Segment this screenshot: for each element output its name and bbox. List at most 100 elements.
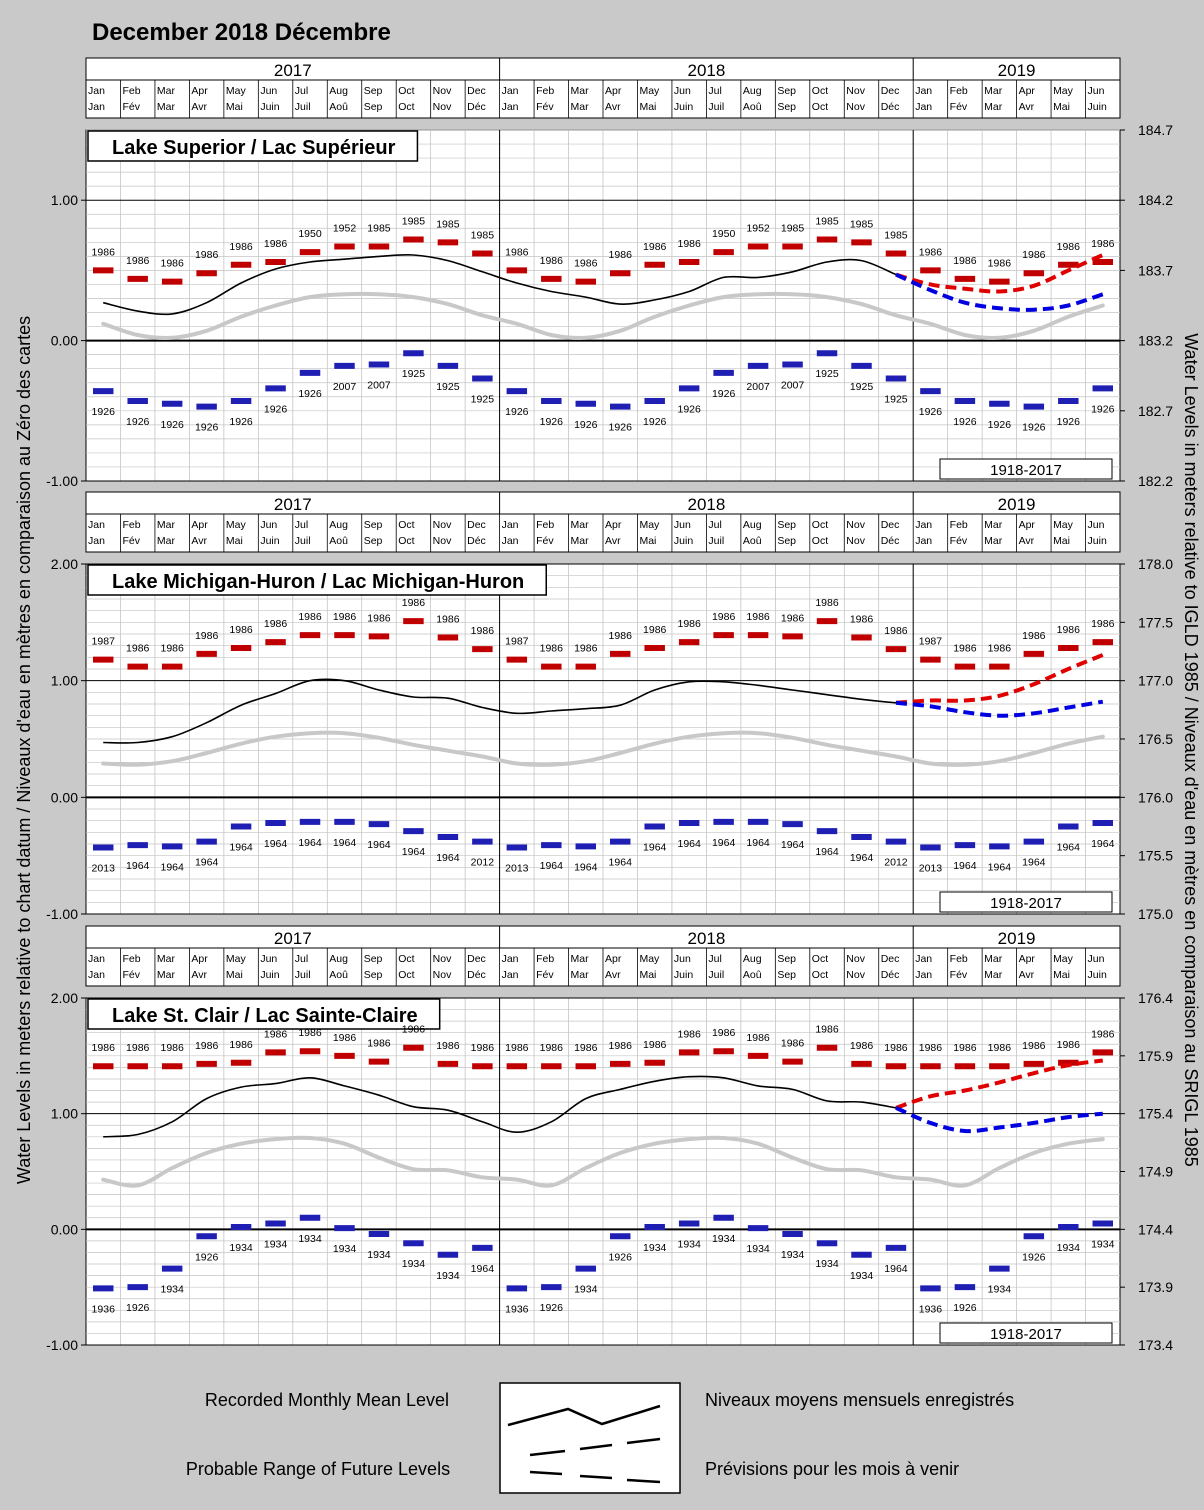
right-tick-label: 183.7 bbox=[1138, 262, 1173, 278]
month-label-fr: Mai bbox=[226, 969, 243, 981]
min-year-label: 1926 bbox=[609, 422, 633, 434]
lake-title: Lake St. Clair / Lac Sainte-Claire bbox=[112, 1005, 418, 1027]
min-year-label: 1926 bbox=[92, 406, 116, 418]
min-year-label: 1926 bbox=[264, 403, 288, 415]
month-label-en: Apr bbox=[191, 85, 208, 97]
max-year-label: 1985 bbox=[781, 223, 805, 235]
max-year-label: 1986 bbox=[540, 1042, 564, 1054]
legend-dash-2 bbox=[579, 1443, 613, 1451]
max-year-label: 1985 bbox=[884, 230, 908, 242]
month-label-fr: Fév bbox=[536, 101, 554, 113]
forecast-low-line bbox=[895, 699, 1104, 718]
month-label-fr: Déc bbox=[881, 969, 900, 981]
month-label-en: Jan bbox=[502, 85, 519, 97]
min-year-label: 1964 bbox=[264, 838, 288, 850]
max-year-label: 1952 bbox=[333, 223, 357, 235]
left-tick-label: 1.00 bbox=[51, 192, 78, 208]
min-year-label: 1964 bbox=[1022, 857, 1046, 869]
month-label-en: Aug bbox=[743, 953, 762, 965]
year-label: 2019 bbox=[998, 929, 1036, 948]
min-year-label: 1964 bbox=[988, 861, 1012, 873]
month-label-fr: Mai bbox=[1053, 535, 1070, 547]
legend-dash-5 bbox=[579, 1474, 613, 1480]
month-label-fr: Nov bbox=[846, 969, 865, 981]
month-label-en: Jul bbox=[295, 953, 308, 965]
month-label-en: Aug bbox=[743, 519, 762, 531]
min-year-label: 2007 bbox=[367, 379, 391, 391]
right-tick-label: 176.5 bbox=[1138, 731, 1173, 747]
min-year-label: 1934 bbox=[1091, 1239, 1115, 1251]
right-tick-label: 174.9 bbox=[1138, 1164, 1173, 1180]
month-label-fr: Fév bbox=[122, 101, 140, 113]
month-label-en: Jun bbox=[1088, 953, 1105, 965]
lake-title-box bbox=[87, 564, 547, 596]
month-label-fr: Juil bbox=[295, 535, 311, 547]
min-year-label: 1934 bbox=[712, 1233, 736, 1245]
month-label-en: May bbox=[639, 519, 660, 531]
min-year-label: 2013 bbox=[505, 863, 529, 875]
right-tick-label: 176.4 bbox=[1138, 990, 1173, 1006]
month-label-en: Apr bbox=[191, 519, 208, 531]
max-year-label: 1952 bbox=[746, 223, 770, 235]
max-year-label: 1986 bbox=[609, 1040, 633, 1052]
month-label-en: Feb bbox=[950, 519, 968, 531]
min-year-label: 1926 bbox=[505, 406, 529, 418]
min-year-label: 1964 bbox=[781, 839, 805, 851]
min-year-label: 2012 bbox=[471, 857, 495, 869]
max-year-label: 1986 bbox=[643, 241, 667, 253]
month-label-en: Aug bbox=[329, 85, 348, 97]
month-label-en: Sep bbox=[364, 953, 383, 965]
min-year-label: 1934 bbox=[436, 1270, 460, 1282]
chart-title: December 2018 Décembre bbox=[92, 19, 391, 46]
month-label-en: Feb bbox=[950, 85, 968, 97]
max-year-label: 1986 bbox=[471, 625, 495, 637]
lake-title: Lake Michigan-Huron / Lac Michigan-Huron bbox=[112, 571, 524, 593]
month-label-fr: Nov bbox=[846, 101, 865, 113]
month-label-fr: Jan bbox=[88, 969, 105, 981]
min-year-label: 1934 bbox=[643, 1242, 667, 1254]
month-label-fr: Déc bbox=[881, 101, 900, 113]
min-year-label: 1926 bbox=[229, 416, 253, 428]
left-tick-label: -1.00 bbox=[46, 1337, 78, 1353]
month-label-fr: Mai bbox=[1053, 969, 1070, 981]
min-year-label: 1926 bbox=[953, 416, 977, 428]
max-year-label: 1986 bbox=[746, 1032, 770, 1044]
max-year-label: 1985 bbox=[471, 230, 495, 242]
month-label-fr: Mar bbox=[571, 969, 590, 981]
month-label-en: Jan bbox=[88, 519, 105, 531]
min-year-label: 1964 bbox=[953, 860, 977, 872]
average-level-line bbox=[101, 291, 1105, 340]
right-tick-label: 184.7 bbox=[1138, 122, 1173, 138]
max-year-label: 1950 bbox=[298, 228, 322, 240]
right-tick-label: 176.0 bbox=[1138, 789, 1173, 805]
month-label-en: Nov bbox=[846, 519, 865, 531]
min-year-label: 1926 bbox=[677, 403, 701, 415]
min-year-label: 1925 bbox=[850, 381, 874, 393]
month-label-en: Oct bbox=[398, 953, 414, 965]
month-label-en: Apr bbox=[1019, 519, 1036, 531]
lake-panel-2: 2017 2018 2019 Jan Jan Feb Fév Mar Mar Apr Avr May M… bbox=[46, 491, 1173, 922]
month-label-fr: Déc bbox=[467, 101, 486, 113]
month-label-en: Feb bbox=[122, 953, 140, 965]
min-year-label: 1934 bbox=[264, 1239, 288, 1251]
month-label-fr: Avr bbox=[605, 969, 621, 981]
min-year-label: 1964 bbox=[884, 1263, 908, 1275]
month-label-en: Nov bbox=[433, 85, 452, 97]
min-year-label: 1926 bbox=[160, 419, 184, 431]
min-year-label: 1934 bbox=[298, 1233, 322, 1245]
month-label-en: May bbox=[226, 953, 247, 965]
month-label-en: Dec bbox=[467, 953, 486, 965]
month-label-fr: Nov bbox=[433, 969, 452, 981]
month-label-fr: Avr bbox=[1019, 535, 1035, 547]
month-label-en: Jun bbox=[674, 519, 691, 531]
min-year-label: 1926 bbox=[1022, 1251, 1046, 1263]
year-label: 2018 bbox=[687, 61, 725, 80]
max-year-label: 1986 bbox=[953, 643, 977, 655]
forecast-low-line bbox=[895, 1106, 1103, 1134]
max-year-label: 1986 bbox=[505, 246, 529, 258]
max-year-label: 1986 bbox=[1057, 624, 1081, 636]
right-tick-label: 173.9 bbox=[1138, 1279, 1173, 1295]
right-tick-label: 183.2 bbox=[1138, 333, 1173, 349]
